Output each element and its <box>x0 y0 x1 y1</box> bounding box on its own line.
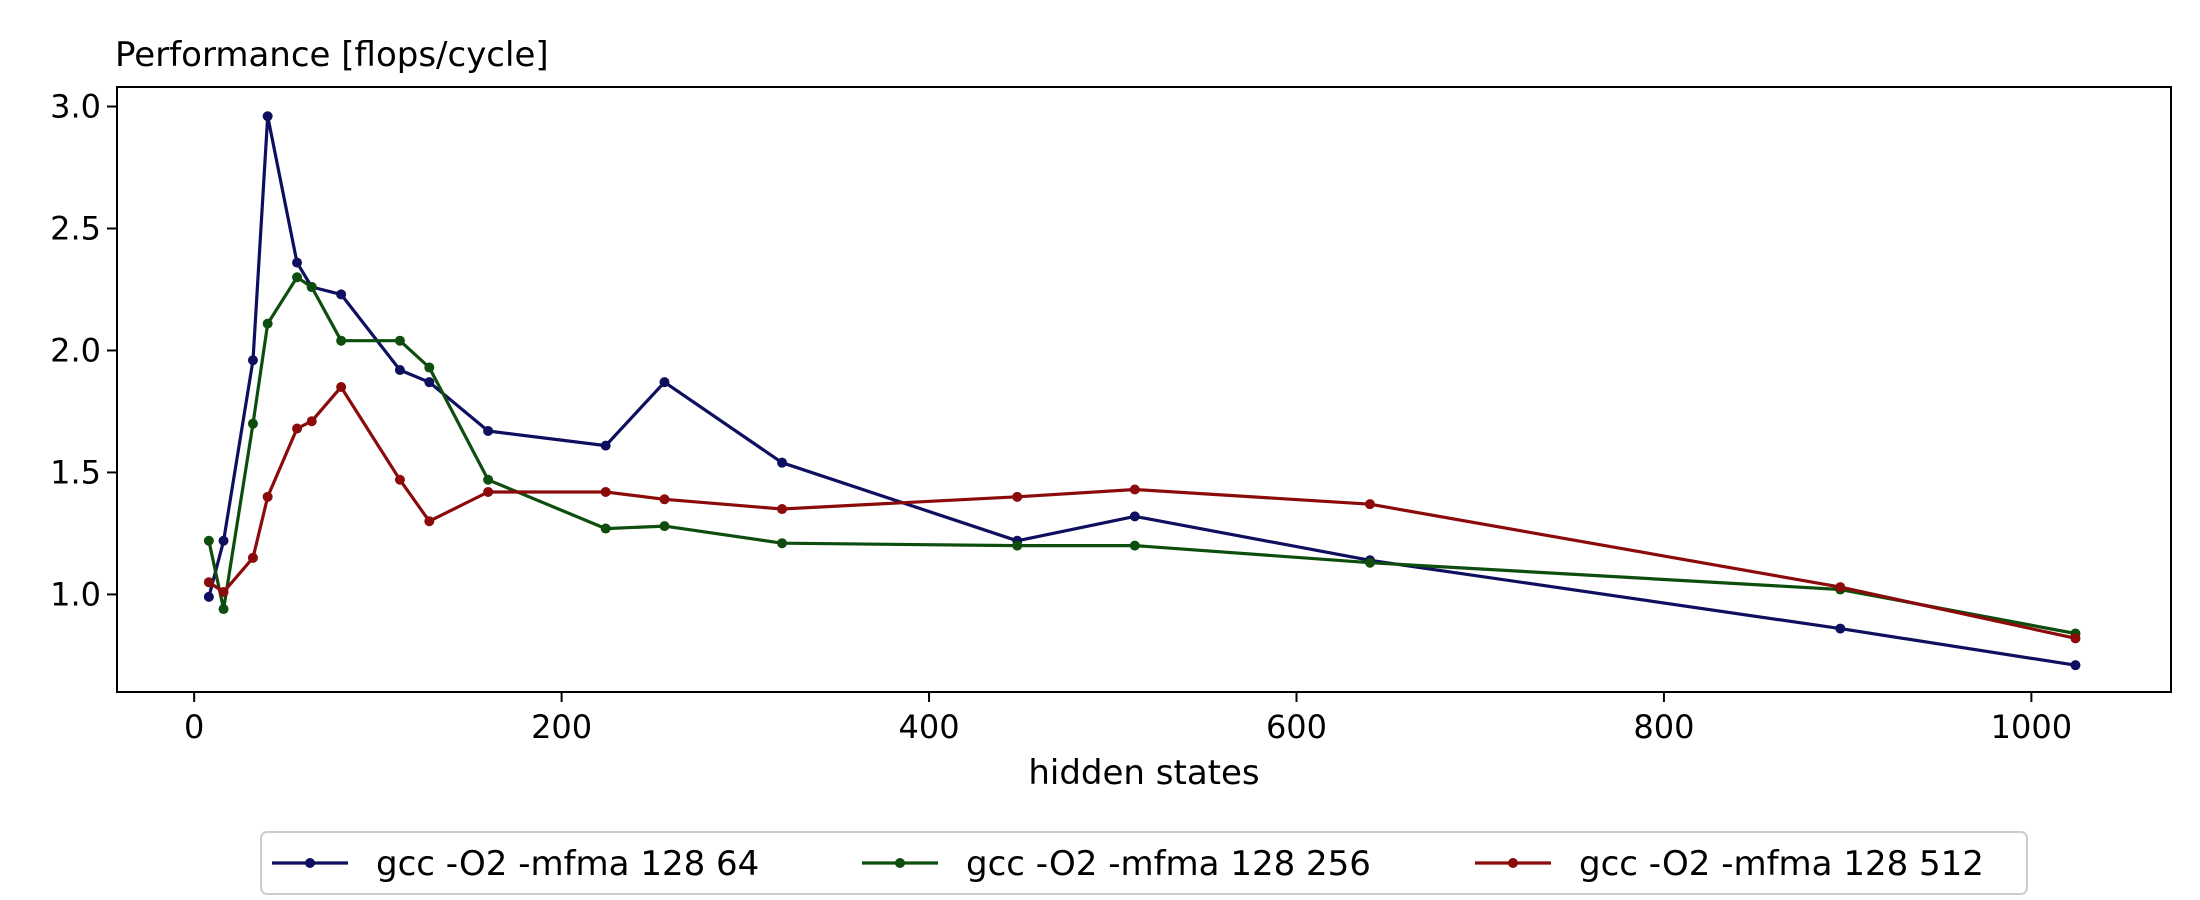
data-point <box>1364 499 1375 510</box>
data-point <box>394 364 405 375</box>
data-point <box>1364 557 1375 568</box>
y-tick-label: 2.5 <box>50 209 101 247</box>
series-2 <box>203 272 2081 639</box>
data-point <box>424 362 435 373</box>
data-point <box>659 494 670 505</box>
plot-frame <box>116 86 2172 693</box>
data-point <box>292 257 303 268</box>
data-point <box>394 474 405 485</box>
data-point <box>247 355 258 366</box>
data-point <box>218 535 229 546</box>
data-point <box>424 377 435 388</box>
data-point <box>1835 582 1846 593</box>
y-axis-ticks: 1.0 1.5 2.0 2.5 3.0 <box>50 88 117 613</box>
legend-swatch-marker <box>1508 858 1518 868</box>
data-point <box>1835 623 1846 634</box>
x-tick-label: 200 <box>531 708 592 746</box>
data-point <box>600 486 611 497</box>
data-point <box>292 423 303 434</box>
x-tick-label: 1000 <box>1991 708 2072 746</box>
data-point <box>306 282 317 293</box>
series-line <box>208 385 2076 640</box>
data-point <box>203 535 214 546</box>
series-3 <box>203 382 2081 644</box>
y-tick-label: 1.0 <box>50 575 101 613</box>
data-point <box>777 457 788 468</box>
x-tick-label: 800 <box>1633 708 1694 746</box>
y-tick-label: 2.0 <box>50 331 101 369</box>
data-point <box>600 440 611 451</box>
data-point <box>483 425 494 436</box>
data-point <box>1129 540 1140 551</box>
legend-swatch-marker <box>895 858 905 868</box>
data-point <box>1012 491 1023 502</box>
y-axis-label: Performance [flops/cycle] <box>115 35 549 75</box>
series-line <box>207 114 2076 667</box>
x-tick-label: 0 <box>184 708 204 746</box>
data-point <box>218 604 229 615</box>
data-point <box>777 504 788 515</box>
x-axis-ticks: 0 200 400 600 800 1000 <box>184 692 2072 746</box>
data-point <box>2070 660 2081 671</box>
legend-label: gcc -O2 -mfma 128 64 <box>376 844 759 884</box>
plot-area <box>203 111 2081 671</box>
legend-entry: gcc -O2 -mfma 128 512 <box>1475 844 1984 884</box>
x-axis-label: hidden states <box>1028 753 1259 793</box>
data-point <box>424 516 435 527</box>
data-point <box>483 474 494 485</box>
data-point <box>336 335 347 346</box>
y-tick-label: 3.0 <box>50 88 101 126</box>
legend-entry: gcc -O2 -mfma 128 64 <box>272 844 759 884</box>
data-point <box>394 335 405 346</box>
legend-swatch-marker <box>305 858 315 868</box>
data-point <box>777 538 788 549</box>
series-line <box>207 275 2076 636</box>
data-point <box>218 586 229 597</box>
legend-frame <box>260 831 2028 895</box>
legend-label: gcc -O2 -mfma 128 256 <box>966 844 1371 884</box>
data-point <box>262 111 273 122</box>
data-point <box>600 523 611 534</box>
data-point <box>306 416 317 427</box>
data-point <box>336 382 347 393</box>
data-point <box>483 486 494 497</box>
data-point <box>203 577 214 588</box>
legend: gcc -O2 -mfma 128 64 gcc -O2 -mfma 128 25… <box>260 831 2028 895</box>
data-point <box>1129 484 1140 495</box>
data-point <box>262 318 273 329</box>
data-point <box>2070 633 2081 644</box>
data-point <box>1129 511 1140 522</box>
data-point <box>659 521 670 532</box>
legend-entry: gcc -O2 -mfma 128 256 <box>862 844 1371 884</box>
data-point <box>247 552 258 563</box>
y-tick-label: 1.5 <box>50 453 101 491</box>
legend-label: gcc -O2 -mfma 128 512 <box>1579 844 1984 884</box>
data-point <box>203 591 214 602</box>
data-point <box>247 418 258 429</box>
data-point <box>659 377 670 388</box>
data-point <box>262 491 273 502</box>
data-point <box>292 272 303 283</box>
data-point <box>1012 540 1023 551</box>
data-point <box>336 289 347 300</box>
x-tick-label: 600 <box>1266 708 1327 746</box>
x-tick-label: 400 <box>899 708 960 746</box>
